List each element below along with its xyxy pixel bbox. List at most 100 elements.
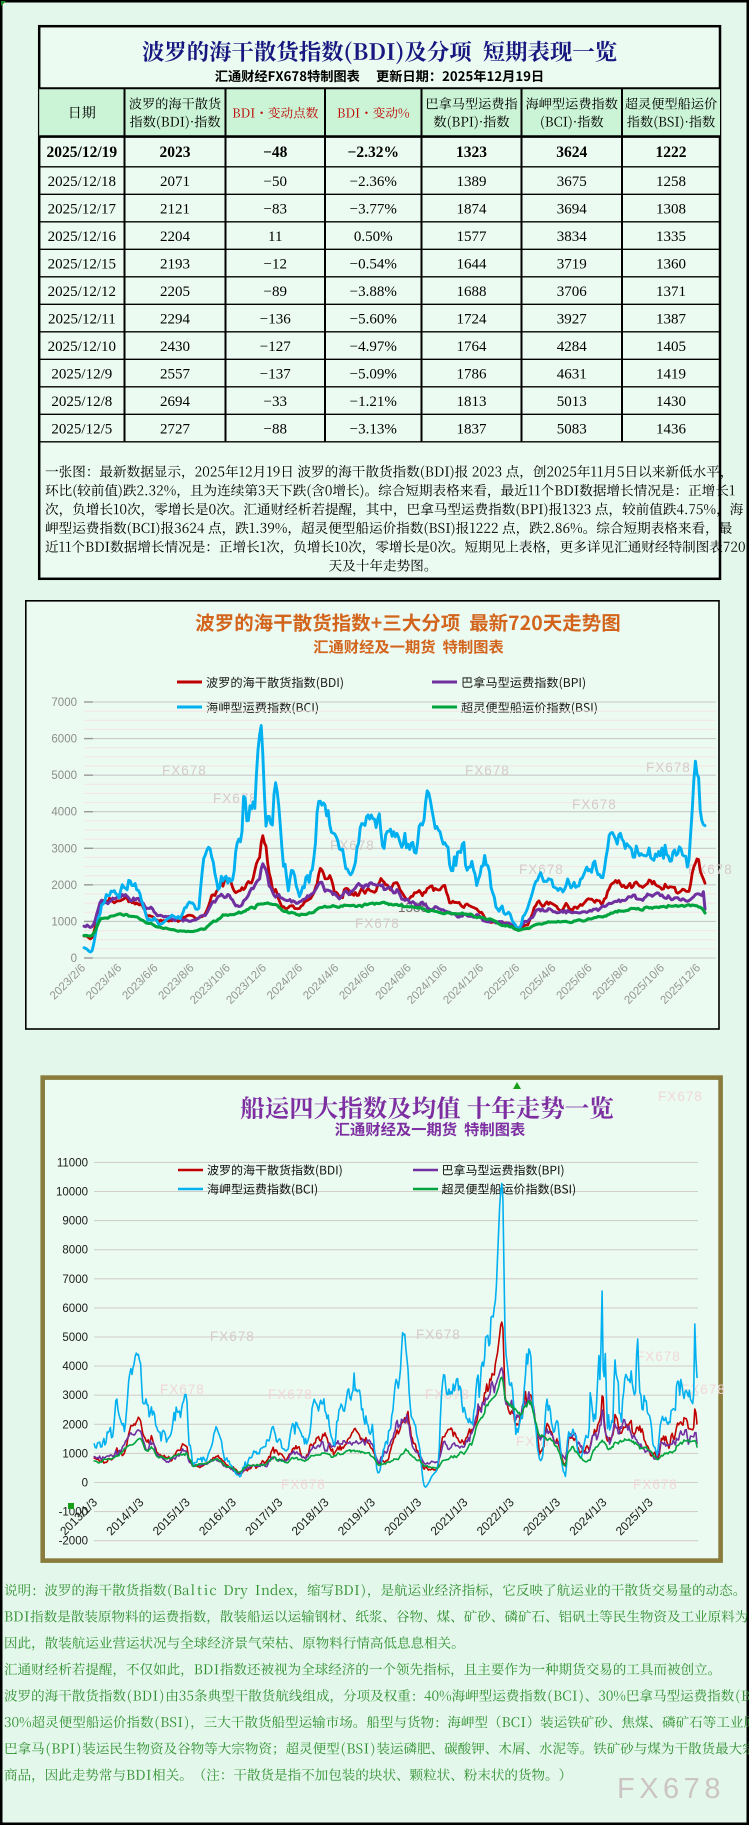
svg-text:−127: −127 xyxy=(260,339,291,355)
svg-text:2025/12/19: 2025/12/19 xyxy=(47,144,118,161)
svg-text:2025/12/18: 2025/12/18 xyxy=(48,174,116,190)
svg-text:1222: 1222 xyxy=(656,144,687,161)
svg-text:FX678: FX678 xyxy=(658,1089,703,1104)
svg-text:FX678: FX678 xyxy=(646,760,691,775)
svg-text:−3.77%: −3.77% xyxy=(350,201,397,217)
svg-text:-2000: -2000 xyxy=(59,1536,88,1548)
svg-text:FX678: FX678 xyxy=(281,1477,326,1492)
svg-text:2193: 2193 xyxy=(160,256,190,272)
svg-text:1387: 1387 xyxy=(656,311,687,327)
svg-text:2023: 2023 xyxy=(160,144,191,161)
svg-text:2121: 2121 xyxy=(160,201,190,217)
svg-text:2205: 2205 xyxy=(160,284,190,300)
svg-text:1786: 1786 xyxy=(457,366,488,382)
svg-text:1405: 1405 xyxy=(656,339,686,355)
svg-text:4631: 4631 xyxy=(557,366,587,382)
svg-text:7000: 7000 xyxy=(62,1274,88,1286)
svg-text:−88: −88 xyxy=(264,421,287,437)
svg-text:FX678: FX678 xyxy=(465,763,510,778)
svg-text:4000: 4000 xyxy=(51,807,77,819)
svg-text:FX678: FX678 xyxy=(355,916,400,931)
svg-text:−12: −12 xyxy=(264,256,287,272)
svg-text:−137: −137 xyxy=(260,366,291,382)
svg-text:−89: −89 xyxy=(264,284,287,300)
svg-text:FX678: FX678 xyxy=(636,1349,681,1364)
svg-text:1724: 1724 xyxy=(457,311,488,327)
svg-text:3000: 3000 xyxy=(51,843,77,855)
svg-text:6000: 6000 xyxy=(62,1303,88,1315)
svg-text:−1.21%: −1.21% xyxy=(350,394,397,410)
svg-text:FX678: FX678 xyxy=(416,1327,461,1342)
svg-text:−33: −33 xyxy=(264,394,287,410)
svg-text:11: 11 xyxy=(268,229,282,245)
svg-text:3834: 3834 xyxy=(557,229,588,245)
svg-text:3675: 3675 xyxy=(557,174,587,190)
svg-text:2071: 2071 xyxy=(160,174,190,190)
svg-text:3927: 3927 xyxy=(557,311,588,327)
svg-text:7000: 7000 xyxy=(51,697,77,709)
svg-text:5000: 5000 xyxy=(51,770,77,782)
svg-text:FX678: FX678 xyxy=(519,862,564,877)
svg-text:2557: 2557 xyxy=(160,366,191,382)
svg-text:3624: 3624 xyxy=(556,144,587,161)
svg-text:−4.97%: −4.97% xyxy=(350,339,397,355)
svg-text:1837: 1837 xyxy=(457,421,488,437)
svg-text:−48: −48 xyxy=(263,144,288,161)
svg-text:1335: 1335 xyxy=(656,229,686,245)
svg-text:−0.54%: −0.54% xyxy=(350,256,397,272)
svg-text:−3.88%: −3.88% xyxy=(350,284,397,300)
svg-text:2025/12/8: 2025/12/8 xyxy=(51,394,112,410)
svg-text:FX678: FX678 xyxy=(572,797,617,812)
svg-text:−5.09%: −5.09% xyxy=(350,366,397,382)
svg-text:−2.36%: −2.36% xyxy=(350,174,397,190)
svg-text:1577: 1577 xyxy=(457,229,488,245)
svg-text:1874: 1874 xyxy=(457,201,488,217)
svg-text:0: 0 xyxy=(82,1478,88,1490)
svg-text:1813: 1813 xyxy=(457,394,487,410)
svg-text:1308: 1308 xyxy=(656,201,686,217)
svg-text:1419: 1419 xyxy=(656,366,686,382)
svg-text:4284: 4284 xyxy=(557,339,588,355)
svg-text:2000: 2000 xyxy=(51,880,77,892)
svg-text:9000: 9000 xyxy=(62,1216,88,1228)
svg-text:11000: 11000 xyxy=(57,1157,88,1169)
svg-text:1436: 1436 xyxy=(656,421,687,437)
svg-text:1323: 1323 xyxy=(456,144,487,161)
svg-text:2294: 2294 xyxy=(160,311,191,327)
svg-text:2694: 2694 xyxy=(160,394,191,410)
svg-text:2204: 2204 xyxy=(160,229,191,245)
svg-text:1000: 1000 xyxy=(51,916,77,928)
svg-text:FX678: FX678 xyxy=(213,791,258,806)
svg-text:2430: 2430 xyxy=(160,339,190,355)
svg-text:FX678: FX678 xyxy=(681,1382,726,1397)
svg-text:1258: 1258 xyxy=(656,174,686,190)
svg-text:−5.60%: −5.60% xyxy=(350,311,397,327)
svg-text:6000: 6000 xyxy=(51,734,77,746)
svg-text:FX678: FX678 xyxy=(268,1387,313,1402)
svg-text:1430: 1430 xyxy=(656,394,686,410)
svg-text:−50: −50 xyxy=(264,174,287,190)
svg-text:1688: 1688 xyxy=(457,284,487,300)
svg-text:2025/12/11: 2025/12/11 xyxy=(48,311,116,327)
svg-text:2727: 2727 xyxy=(160,421,191,437)
svg-text:FX678: FX678 xyxy=(633,1477,678,1492)
svg-text:1360: 1360 xyxy=(656,256,686,272)
svg-text:0: 0 xyxy=(71,953,77,965)
svg-text:4000: 4000 xyxy=(62,1361,88,1373)
svg-text:3000: 3000 xyxy=(62,1390,88,1402)
svg-text:−83: −83 xyxy=(264,201,287,217)
svg-text:3694: 3694 xyxy=(557,201,588,217)
svg-text:2025/12/15: 2025/12/15 xyxy=(48,256,116,272)
svg-text:1644: 1644 xyxy=(457,256,488,272)
svg-text:2025/12/10: 2025/12/10 xyxy=(48,339,116,355)
svg-text:FX678: FX678 xyxy=(160,1382,205,1397)
svg-text:−136: −136 xyxy=(260,311,291,327)
svg-text:1764: 1764 xyxy=(457,339,488,355)
svg-text:FX678: FX678 xyxy=(210,1329,255,1344)
svg-text:5083: 5083 xyxy=(557,421,587,437)
svg-text:3706: 3706 xyxy=(557,284,588,300)
svg-text:2000: 2000 xyxy=(62,1419,88,1431)
svg-text:8000: 8000 xyxy=(62,1245,88,1257)
svg-text:5000: 5000 xyxy=(62,1332,88,1344)
svg-text:2025/12/16: 2025/12/16 xyxy=(48,229,117,245)
